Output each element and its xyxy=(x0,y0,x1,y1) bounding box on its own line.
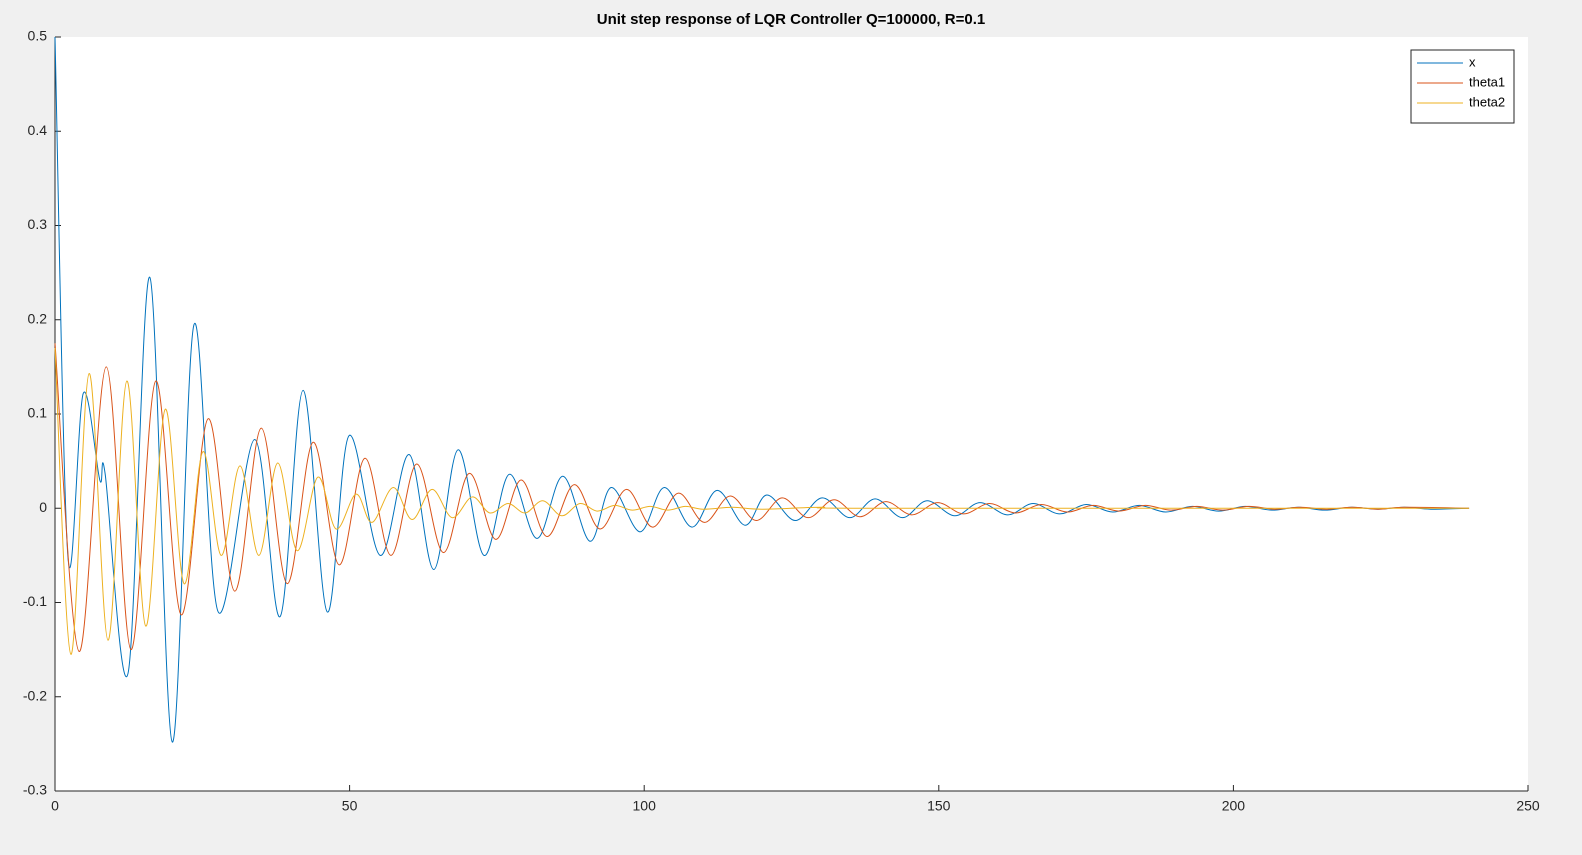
chart-title: Unit step response of LQR Controller Q=1… xyxy=(597,11,985,28)
y-tick-label: 0 xyxy=(39,499,47,515)
y-tick-label: 0.1 xyxy=(28,405,48,421)
legend: x theta1 theta2 xyxy=(1410,49,1515,124)
x-tick-label: 0 xyxy=(51,798,59,814)
legend-label: x xyxy=(1469,54,1476,69)
legend-box xyxy=(1410,49,1515,124)
y-tick-label: 0.4 xyxy=(28,122,48,138)
legend-label: theta2 xyxy=(1469,94,1505,109)
y-tick-label: 0.3 xyxy=(28,216,48,232)
x-tick-label: 250 xyxy=(1516,798,1540,814)
x-tick-label: 50 xyxy=(342,798,358,814)
y-tick-label: 0.2 xyxy=(28,310,48,326)
y-tick-label: -0.1 xyxy=(23,593,47,609)
y-tick-label: -0.2 xyxy=(23,687,47,703)
series-line xyxy=(54,36,1470,743)
y-tick-label: 0.5 xyxy=(28,28,48,44)
x-tick-label: 100 xyxy=(633,798,657,814)
x-tick-label: 150 xyxy=(927,798,951,814)
y-tick-label: -0.3 xyxy=(23,782,47,798)
x-tick-label: 200 xyxy=(1222,798,1246,814)
legend-label: theta1 xyxy=(1469,74,1505,89)
series-line xyxy=(54,347,1470,655)
plot-area xyxy=(55,37,1528,791)
